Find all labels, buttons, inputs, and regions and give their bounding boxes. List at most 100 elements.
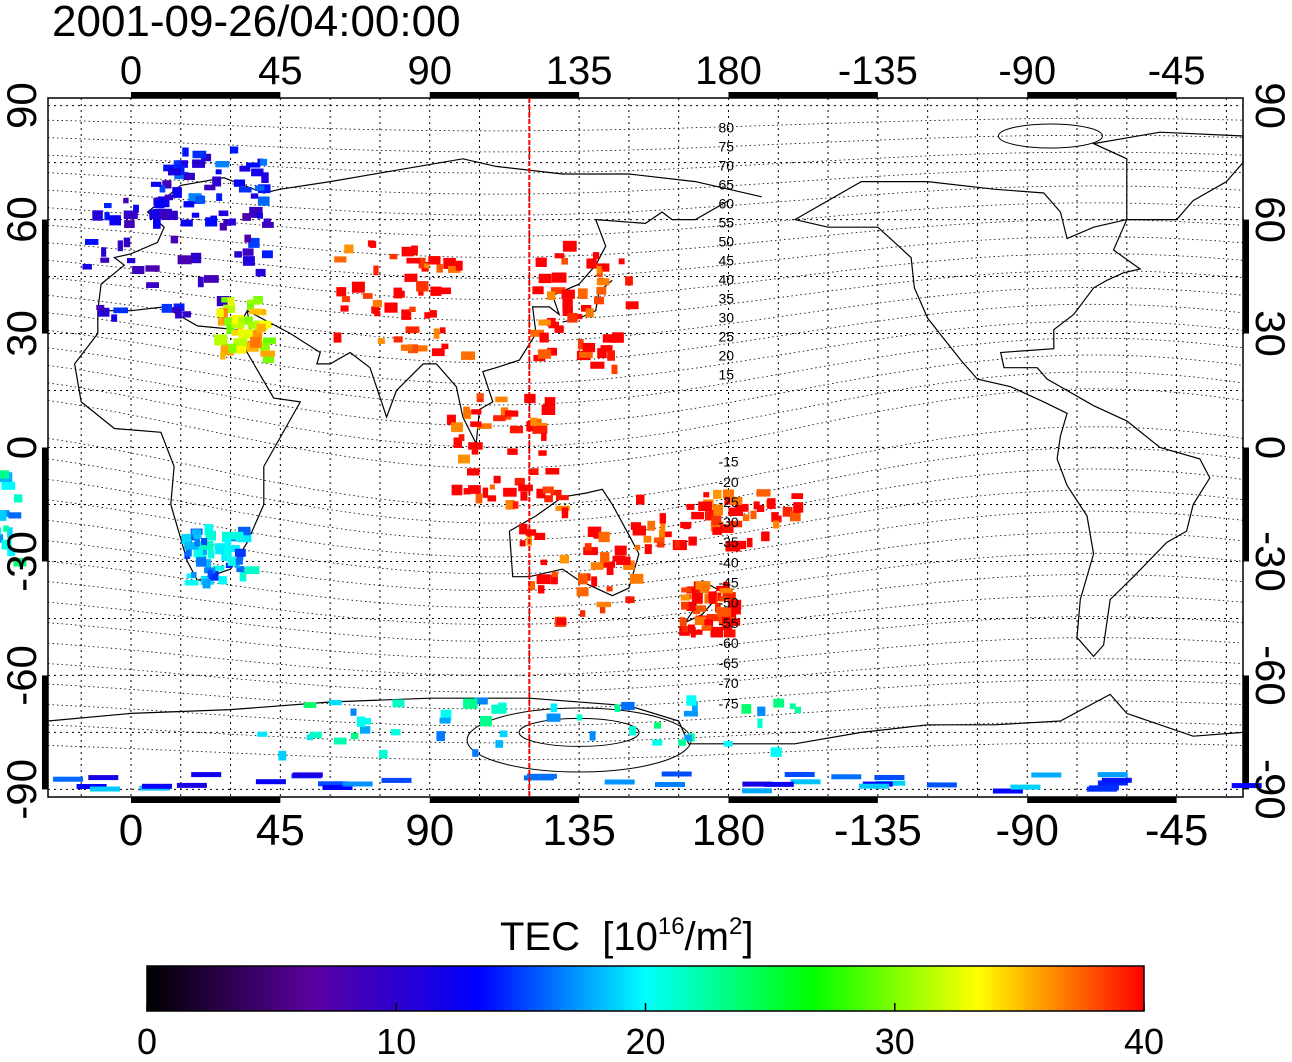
- tec-observation-antarctic-ring: [329, 700, 342, 706]
- tec-observation-new-zealand: [690, 627, 696, 638]
- contour-label: 30: [718, 309, 734, 325]
- tec-observation-africa-south: [238, 526, 251, 536]
- tec-observation-central-asia: [401, 309, 412, 320]
- contour-label: 80: [718, 119, 734, 135]
- magnetic-contour: [47, 637, 1244, 676]
- tec-observation-scandinavia: [229, 218, 236, 226]
- tec-observation-antarctic-ring: [499, 730, 508, 738]
- lon-tick-label-top: -135: [838, 49, 918, 93]
- tec-observation-antarctic-pole: [322, 785, 353, 790]
- tec-observation-pacific-islands: [710, 521, 724, 532]
- tec-observation-pacific-islands: [683, 523, 691, 530]
- tec-observation-se-asia: [463, 406, 470, 418]
- tec-observation-mediterranean: [220, 351, 226, 360]
- tec-observation-se-asia: [538, 450, 547, 456]
- tec-observation-africa-south: [224, 538, 232, 548]
- contour-label: -75: [718, 695, 738, 711]
- tec-observation-australia: [636, 494, 645, 505]
- tec-observation-east-asia: [561, 289, 575, 299]
- tec-observation-pacific-islands: [647, 520, 656, 531]
- tec-observation-africa-south: [227, 556, 236, 566]
- tec-observation-australia: [600, 603, 606, 614]
- contour-label: 45: [718, 252, 734, 268]
- tec-observation-south-america-east: [1, 481, 16, 490]
- tec-observation-africa-south: [221, 531, 230, 543]
- tec-observation-scandinavia: [182, 147, 189, 157]
- tec-observation-se-asia: [451, 422, 463, 433]
- magnetic-contour: [47, 447, 1244, 524]
- tec-observation-central-asia: [433, 328, 440, 339]
- tec-observation-se-asia: [504, 410, 519, 417]
- lat-tick-label-left: 0: [0, 436, 45, 459]
- tec-observation-pacific-islands: [672, 539, 687, 551]
- tec-observation-mediterranean: [223, 304, 236, 313]
- tec-observation-pacific-islands: [653, 537, 665, 543]
- tec-observation-new-zealand: [691, 593, 703, 604]
- lon-tick-label-top: 45: [258, 49, 303, 93]
- frame-bar-bottom: [429, 797, 580, 803]
- tec-observation-central-asia: [418, 290, 424, 296]
- tec-observation-antarctic-pole: [1010, 784, 1041, 790]
- contour-label: 60: [718, 195, 734, 211]
- tec-observation-antarctic-pole: [655, 782, 685, 787]
- colorbar-unit-suffix: ]: [742, 915, 754, 959]
- tec-observation-antarctic-ring: [379, 749, 388, 759]
- tec-observation-pacific-islands: [705, 511, 716, 521]
- tec-observation-australia: [525, 529, 537, 536]
- lon-tick-label-bottom: 135: [542, 806, 615, 855]
- tec-observation-australia: [576, 587, 589, 597]
- tec-observation-east-asia: [537, 349, 552, 359]
- tec-observation-europe: [101, 247, 107, 257]
- frame-bar-top: [130, 92, 281, 98]
- contour-label: -35: [718, 534, 738, 550]
- tec-observation-europe: [244, 234, 251, 243]
- tec-observation-pacific-islands: [659, 529, 666, 538]
- tec-observation-antarctic-ring: [741, 704, 752, 714]
- tec-observation-pacific-islands: [750, 510, 757, 520]
- tec-observation-east-asia: [562, 306, 573, 316]
- tec-observation-australia: [598, 531, 610, 543]
- tec-observation-europe: [82, 264, 92, 270]
- tec-observation-pacific-islands: [686, 503, 695, 510]
- tec-observation-pacific-islands: [767, 498, 776, 509]
- tec-observation-se-asia: [489, 484, 495, 490]
- tec-observation-scandinavia: [263, 218, 271, 227]
- tec-observation-europe: [111, 314, 118, 322]
- tec-observation-africa-south: [190, 572, 197, 578]
- tec-observation-se-asia: [530, 417, 538, 426]
- colorbar-title-main: TEC: [500, 915, 580, 959]
- tec-observation-se-asia: [446, 414, 456, 425]
- tec-observation-scandinavia: [163, 164, 178, 172]
- tec-observation-africa-south: [225, 545, 240, 553]
- tec-observation-mediterranean: [228, 343, 237, 353]
- tec-observation-africa-south: [221, 550, 232, 561]
- frame-bar-top: [1027, 92, 1177, 98]
- tec-observation-europe: [127, 258, 136, 264]
- contour-label: -45: [718, 575, 738, 591]
- tec-observation-mediterranean: [263, 337, 276, 345]
- tec-observation-central-asia: [389, 253, 398, 260]
- tec-observation-scandinavia: [261, 172, 269, 183]
- tec-observation-mediterranean: [235, 317, 245, 324]
- magnetic-contour: [47, 202, 1244, 237]
- tec-observation-africa-south: [244, 566, 260, 574]
- tec-observation-pacific-islands: [712, 527, 722, 535]
- tec-observation-central-asia: [411, 245, 418, 256]
- tec-observation-africa-south: [186, 573, 195, 579]
- tec-observation-pacific-islands: [791, 493, 804, 499]
- tec-observation-antarctic-ring: [773, 698, 785, 708]
- tec-observation-east-asia: [539, 332, 549, 343]
- tec-observation-pacific-islands: [674, 540, 680, 549]
- tec-observation-antarctic-ring: [360, 726, 371, 734]
- tec-observation-se-asia: [524, 393, 536, 404]
- lon-tick-label-top: 90: [407, 49, 452, 93]
- tec-observation-europe: [242, 248, 254, 256]
- tec-observation-mediterranean: [247, 300, 255, 310]
- tec-observation-se-asia: [470, 421, 482, 427]
- tec-observation-antarctic-pole: [1088, 785, 1119, 791]
- lon-tick-label-top: 180: [695, 49, 762, 93]
- tec-observation-africa-south: [207, 549, 215, 559]
- tec-observation-antarctic-ring: [770, 747, 782, 757]
- tec-observation-africa-south: [185, 547, 192, 557]
- tec-observation-europe: [123, 237, 131, 248]
